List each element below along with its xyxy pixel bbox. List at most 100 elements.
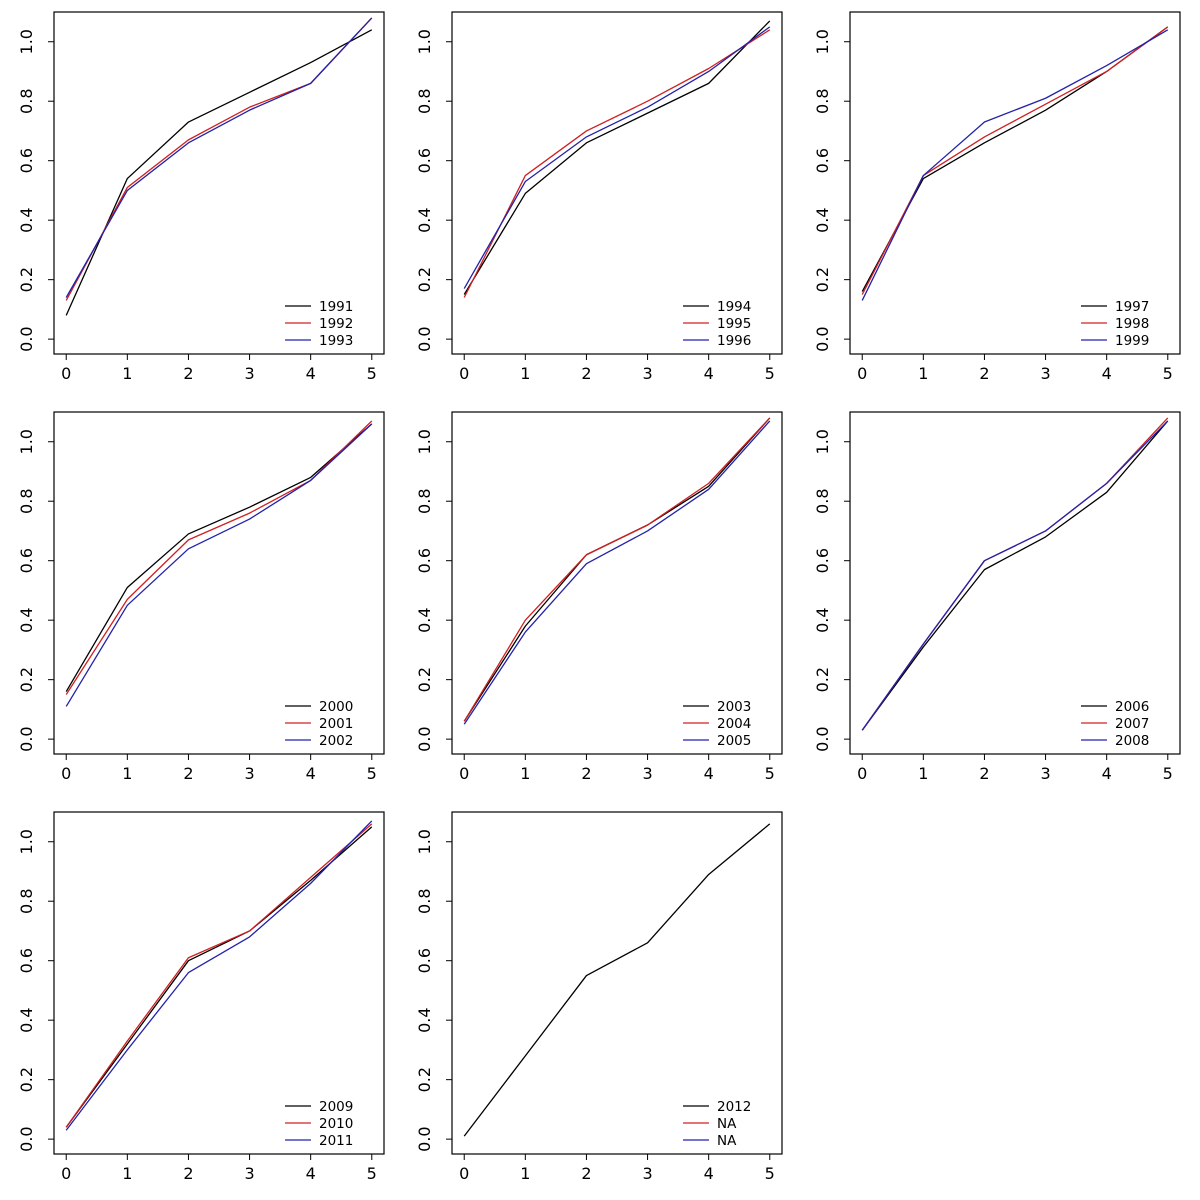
chart-panel-2006-2008: 0 1 2 3 4 5 0.0 0.2 0.4 0.6 0.8 1.0 2006 2007 2008 <box>798 402 1192 798</box>
svg-text:0: 0 <box>857 764 867 783</box>
svg-text:0.8: 0.8 <box>17 488 36 513</box>
svg-text:1: 1 <box>918 364 928 383</box>
svg-text:0.6: 0.6 <box>415 548 434 573</box>
svg-text:2009: 2009 <box>319 1099 353 1115</box>
svg-text:5: 5 <box>1163 364 1173 383</box>
svg-text:0: 0 <box>61 1164 71 1183</box>
svg-text:0: 0 <box>459 764 469 783</box>
svg-text:3: 3 <box>642 1164 652 1183</box>
svg-text:4: 4 <box>1102 764 1112 783</box>
svg-text:1.0: 1.0 <box>415 29 434 54</box>
svg-text:0: 0 <box>459 1164 469 1183</box>
svg-text:0.8: 0.8 <box>415 88 434 113</box>
chart-panel-2009-2011: 0 1 2 3 4 5 0.0 0.2 0.4 0.6 0.8 1.0 2009 2010 2011 <box>2 802 396 1198</box>
svg-text:0.8: 0.8 <box>813 88 832 113</box>
svg-text:NA: NA <box>717 1116 737 1132</box>
svg-text:5: 5 <box>765 764 775 783</box>
svg-text:0.6: 0.6 <box>415 948 434 973</box>
svg-text:2: 2 <box>581 1164 591 1183</box>
svg-text:4: 4 <box>704 764 714 783</box>
svg-text:1.0: 1.0 <box>17 29 36 54</box>
svg-text:3: 3 <box>642 764 652 783</box>
svg-text:5: 5 <box>367 764 377 783</box>
svg-text:0.2: 0.2 <box>813 667 832 692</box>
svg-text:2: 2 <box>581 364 591 383</box>
svg-text:0.4: 0.4 <box>17 1007 36 1032</box>
svg-text:1993: 1993 <box>319 333 353 349</box>
svg-text:0.2: 0.2 <box>17 267 36 292</box>
svg-text:2006: 2006 <box>1115 699 1149 715</box>
svg-text:2001: 2001 <box>319 716 353 732</box>
svg-text:1.0: 1.0 <box>17 429 36 454</box>
svg-text:1: 1 <box>122 364 132 383</box>
svg-text:0: 0 <box>61 364 71 383</box>
svg-text:4: 4 <box>704 364 714 383</box>
svg-text:0.4: 0.4 <box>415 1007 434 1032</box>
svg-text:0.4: 0.4 <box>813 207 832 232</box>
svg-text:2005: 2005 <box>717 733 751 749</box>
svg-text:0.4: 0.4 <box>17 207 36 232</box>
svg-text:2: 2 <box>183 364 193 383</box>
svg-text:1: 1 <box>122 1164 132 1183</box>
svg-text:5: 5 <box>765 1164 775 1183</box>
svg-text:2: 2 <box>979 364 989 383</box>
svg-text:0.6: 0.6 <box>813 548 832 573</box>
chart-panel-2012: 0 1 2 3 4 5 0.0 0.2 0.4 0.6 0.8 1.0 2012 NA NA <box>400 802 794 1198</box>
svg-text:3: 3 <box>1040 764 1050 783</box>
svg-text:1.0: 1.0 <box>813 29 832 54</box>
svg-text:0.8: 0.8 <box>415 488 434 513</box>
svg-text:0.0: 0.0 <box>813 726 832 751</box>
svg-text:2011: 2011 <box>319 1133 353 1149</box>
svg-text:1992: 1992 <box>319 316 353 332</box>
chart-panel-1997-1999: 0 1 2 3 4 5 0.0 0.2 0.4 0.6 0.8 1.0 1997 1998 1999 <box>798 2 1192 398</box>
chart-panel-1994-1996: 0 1 2 3 4 5 0.0 0.2 0.4 0.6 0.8 1.0 1994 1995 1996 <box>400 2 794 398</box>
svg-text:2010: 2010 <box>319 1116 353 1132</box>
svg-text:2: 2 <box>183 764 193 783</box>
svg-text:2004: 2004 <box>717 716 751 732</box>
svg-text:2000: 2000 <box>319 699 353 715</box>
svg-text:0.0: 0.0 <box>813 326 832 351</box>
svg-text:NA: NA <box>717 1133 737 1149</box>
chart-panel-1991-1993: 0 1 2 3 4 5 0.0 0.2 0.4 0.6 0.8 1.0 1991 1992 1993 <box>2 2 396 398</box>
svg-text:1: 1 <box>122 764 132 783</box>
chart-panel-2003-2005: 0 1 2 3 4 5 0.0 0.2 0.4 0.6 0.8 1.0 2003 2004 2005 <box>400 402 794 798</box>
svg-text:4: 4 <box>704 1164 714 1183</box>
svg-text:2003: 2003 <box>717 699 751 715</box>
svg-text:3: 3 <box>1040 364 1050 383</box>
svg-text:4: 4 <box>306 364 316 383</box>
svg-text:0.2: 0.2 <box>415 667 434 692</box>
svg-text:1.0: 1.0 <box>415 429 434 454</box>
svg-text:2012: 2012 <box>717 1099 751 1115</box>
svg-text:0.8: 0.8 <box>17 88 36 113</box>
svg-text:4: 4 <box>1102 364 1112 383</box>
svg-text:0.6: 0.6 <box>17 548 36 573</box>
svg-text:0.2: 0.2 <box>415 267 434 292</box>
svg-text:0.2: 0.2 <box>415 1067 434 1092</box>
svg-text:1.0: 1.0 <box>17 829 36 854</box>
svg-text:0.0: 0.0 <box>17 326 36 351</box>
svg-text:1: 1 <box>520 764 530 783</box>
svg-text:1994: 1994 <box>717 299 751 315</box>
svg-text:0: 0 <box>459 364 469 383</box>
svg-text:0.0: 0.0 <box>17 1126 36 1151</box>
svg-text:1.0: 1.0 <box>813 429 832 454</box>
svg-text:0.8: 0.8 <box>17 888 36 913</box>
svg-text:1.0: 1.0 <box>415 829 434 854</box>
svg-text:1995: 1995 <box>717 316 751 332</box>
svg-text:0.0: 0.0 <box>415 726 434 751</box>
svg-text:0.2: 0.2 <box>17 1067 36 1092</box>
svg-text:1991: 1991 <box>319 299 353 315</box>
svg-text:0.6: 0.6 <box>17 948 36 973</box>
svg-text:0.6: 0.6 <box>17 148 36 173</box>
svg-text:1997: 1997 <box>1115 299 1149 315</box>
svg-text:1999: 1999 <box>1115 333 1149 349</box>
svg-text:3: 3 <box>244 764 254 783</box>
svg-text:0.2: 0.2 <box>813 267 832 292</box>
svg-text:2: 2 <box>581 764 591 783</box>
svg-text:0.8: 0.8 <box>813 488 832 513</box>
